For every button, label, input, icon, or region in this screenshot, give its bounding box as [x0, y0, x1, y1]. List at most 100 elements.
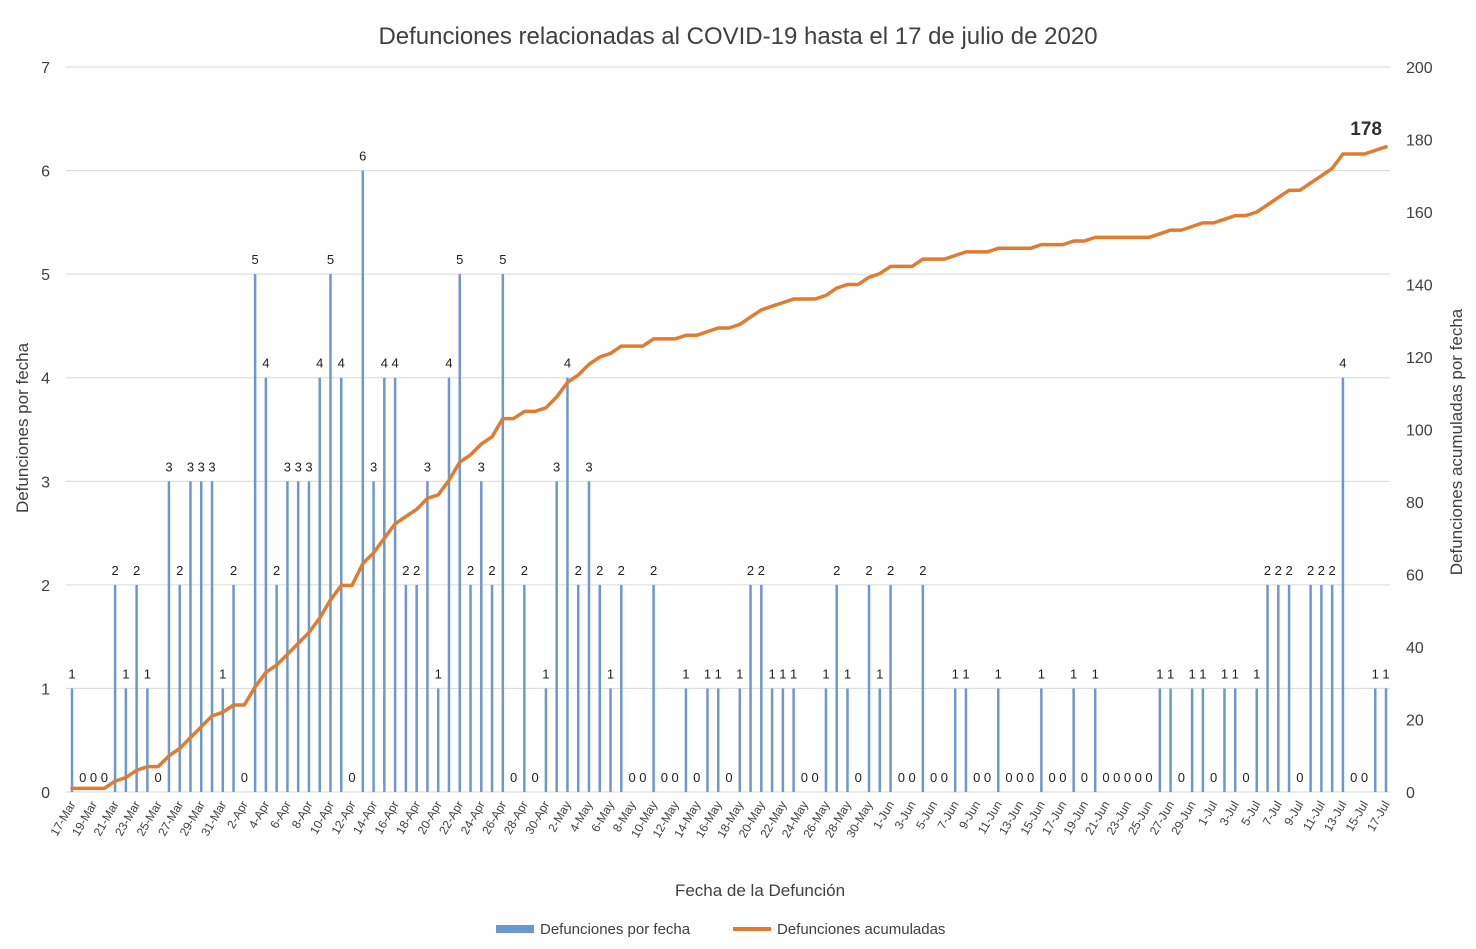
bar-value-label: 0	[1145, 770, 1152, 785]
bar-value-label: 0	[1350, 770, 1357, 785]
bar	[846, 688, 849, 792]
y-right-tick-label: 100	[1406, 423, 1433, 440]
bar-value-label: 1	[822, 666, 829, 681]
y-right-tick-label: 120	[1406, 350, 1433, 367]
bar-value-label: 0	[973, 770, 980, 785]
bar	[480, 481, 483, 792]
bar	[1277, 584, 1280, 792]
bar	[964, 688, 968, 792]
bar	[1255, 688, 1259, 792]
bar-value-label: 4	[445, 356, 452, 371]
bar	[867, 584, 871, 792]
bar-value-label: 2	[1318, 563, 1325, 578]
x-tick-label: 1-Jun	[870, 799, 897, 832]
bar	[587, 481, 591, 792]
bar	[523, 584, 526, 792]
bar	[307, 481, 311, 792]
bar	[781, 688, 785, 792]
bar	[1373, 688, 1377, 792]
bar	[393, 377, 397, 792]
bar-value-label: 1	[844, 666, 851, 681]
bar	[275, 584, 278, 792]
bar-value-label: 3	[305, 459, 312, 474]
bar-value-label: 1	[1382, 666, 1389, 681]
bar-value-label: 0	[661, 770, 668, 785]
bar-value-label: 0	[984, 770, 991, 785]
bar	[1320, 584, 1323, 792]
bar-value-label: 3	[187, 459, 194, 474]
x-tick-label: 3-Jul	[1217, 799, 1242, 829]
bar-value-label: 0	[941, 770, 948, 785]
bar	[1201, 688, 1205, 792]
bar-value-label: 1	[1199, 666, 1206, 681]
bar-value-label: 0	[898, 770, 905, 785]
bar-value-label: 3	[585, 459, 592, 474]
bar	[490, 584, 494, 792]
cumulative-final-label: 178	[1350, 119, 1382, 140]
cumulative-line-path	[70, 145, 1388, 791]
daily-deaths-bars	[70, 170, 1388, 793]
bar-value-label: 5	[499, 252, 506, 267]
bar-value-label: 3	[553, 459, 560, 474]
bar	[1233, 688, 1237, 792]
bar-value-label: 0	[79, 770, 86, 785]
bar-value-label: 1	[1221, 666, 1228, 681]
bar-value-label: 0	[1081, 770, 1088, 785]
x-tick-label: 6-Apr	[267, 798, 294, 830]
bar-value-label: 0	[1210, 770, 1217, 785]
bar-value-label: 1	[1253, 666, 1260, 681]
bar-value-label: 0	[1048, 770, 1055, 785]
bar-value-label: 0	[812, 770, 819, 785]
bar-value-label: 0	[90, 770, 97, 785]
y-right-tick-label: 20	[1406, 713, 1424, 730]
bar-value-label: 1	[607, 666, 614, 681]
bar	[124, 688, 128, 792]
bar-value-label: 1	[1372, 666, 1379, 681]
bar	[921, 584, 925, 792]
bar-value-label: 1	[779, 666, 786, 681]
bar	[792, 688, 795, 792]
bar-value-label: 2	[413, 563, 420, 578]
bar-value-label: 0	[1124, 770, 1131, 785]
chart-title: Defunciones relacionadas al COVID-19 has…	[378, 23, 1097, 50]
bar-value-label: 1	[952, 666, 959, 681]
bar-value-label: 2	[1285, 563, 1292, 578]
y-right-tick-label: 80	[1406, 495, 1424, 512]
bar-value-label: 0	[930, 770, 937, 785]
bar-value-label: 2	[1264, 563, 1271, 578]
gridlines	[66, 66, 1390, 793]
bar	[997, 688, 1000, 792]
bar-value-label: 0	[1361, 770, 1368, 785]
bar	[329, 274, 332, 793]
bar-value-label: 1	[1038, 666, 1045, 681]
bar	[296, 481, 300, 792]
x-tick-label: 7-Jun	[935, 799, 962, 832]
bar-value-label: 3	[370, 459, 377, 474]
bar	[404, 584, 408, 792]
bar-value-label: 4	[391, 356, 398, 371]
bar-value-label: 5	[327, 252, 334, 267]
bar	[210, 481, 214, 792]
bar	[146, 688, 149, 792]
bar	[458, 274, 461, 793]
bar-value-label: 1	[219, 666, 226, 681]
bar-value-label: 1	[962, 666, 969, 681]
bar-value-label: 0	[801, 770, 808, 785]
y-left-tick-label: 0	[41, 785, 50, 802]
bar-value-label: 0	[908, 770, 915, 785]
bar-value-label: 0	[510, 770, 517, 785]
bar	[70, 688, 74, 792]
bar	[652, 584, 655, 792]
bar-value-label: 1	[876, 666, 883, 681]
bar-value-label: 1	[1167, 666, 1174, 681]
bar	[760, 584, 763, 792]
bar-value-label: 1	[768, 666, 775, 681]
bar-value-label: 3	[478, 459, 485, 474]
bar-value-label: 2	[176, 563, 183, 578]
bar	[178, 584, 181, 792]
bar-value-label: 0	[1242, 770, 1249, 785]
bar-value-label: 3	[208, 459, 215, 474]
bar	[426, 481, 429, 792]
bar-value-label: 0	[1016, 770, 1023, 785]
bar	[1330, 584, 1334, 792]
